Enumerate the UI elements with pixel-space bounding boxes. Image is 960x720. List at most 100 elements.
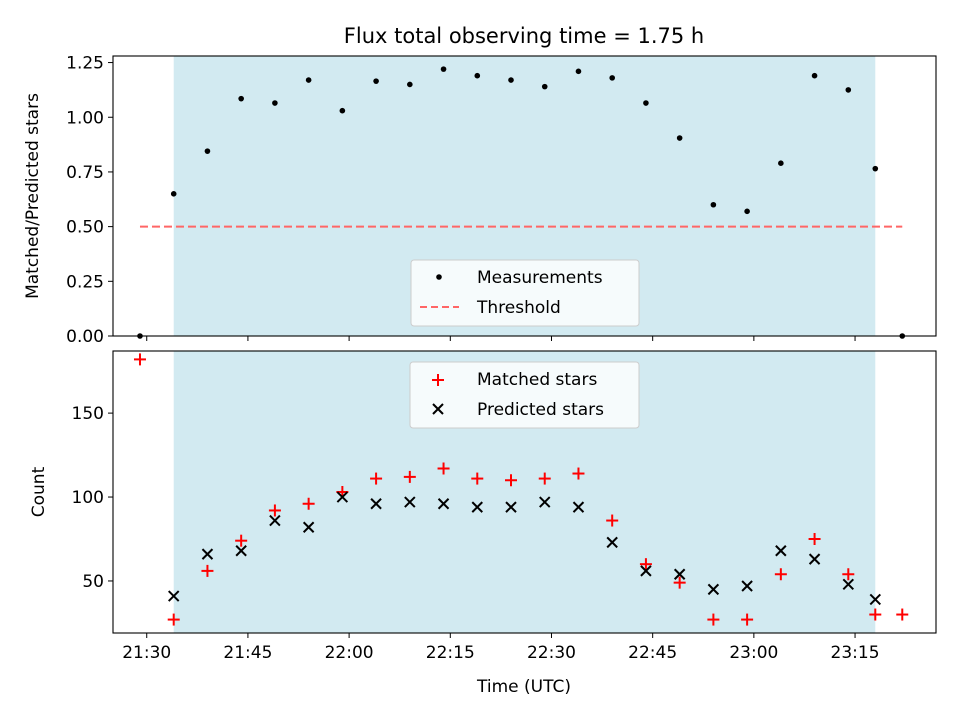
chart-title: Flux total observing time = 1.75 h [344, 24, 704, 48]
y-tick-label: 0.75 [66, 163, 104, 183]
measurement-point [575, 68, 582, 75]
measurement-point [305, 77, 312, 83]
measurement-point [744, 208, 750, 215]
measurement-point [373, 78, 379, 84]
predicted-star-point [235, 545, 247, 557]
measurement-point [440, 66, 447, 72]
matched-star-point [302, 497, 315, 510]
measurement-point [508, 77, 514, 83]
predicted-star-point [775, 545, 787, 557]
measurement-point [710, 201, 717, 208]
matched-star-point [133, 353, 146, 366]
matched-star-point [842, 568, 855, 581]
y-tick-label: 100 [72, 488, 104, 508]
measurement-point [339, 107, 346, 114]
matched-star-point [774, 568, 787, 581]
measurement-point [272, 100, 278, 106]
predicted-star-point [505, 501, 517, 513]
predicted-star-point [336, 491, 349, 503]
x-tick-label: 21:45 [223, 643, 272, 663]
measurement-point [778, 160, 784, 166]
matched-star-point [673, 576, 686, 589]
matched-star-point [167, 613, 180, 626]
measurement-point [609, 75, 615, 81]
matched-star-point [505, 474, 518, 487]
predicted-star-point [707, 583, 720, 596]
legend-measurements-label: Measurements [477, 268, 603, 288]
top-legend: Measurements Threshold [410, 259, 640, 327]
measurement-point [474, 72, 481, 79]
x-tick-label: 23:00 [729, 643, 778, 663]
predicted-star-point [370, 498, 382, 510]
bottom-panel: 50 100 150 21:30 21:45 22:00 22:15 22:30 22:45 2… [29, 350, 937, 697]
predicted-star-point [640, 565, 652, 577]
legend-measurement-marker [436, 274, 442, 280]
predicted-star-point [869, 593, 881, 606]
measurement-point [872, 165, 879, 172]
y-tick-label: 0.50 [66, 218, 104, 238]
predicted-star-point [269, 514, 281, 527]
legend-matched-marker [432, 374, 444, 386]
legend-predicted-label: Predicted stars [477, 400, 604, 420]
matched-star-point [741, 613, 754, 626]
predicted-star-point [572, 501, 585, 513]
legend-predicted-marker [432, 403, 444, 415]
matched-star-point [639, 558, 652, 571]
x-tick-label: 23:15 [831, 643, 880, 663]
matched-star-point [370, 472, 383, 485]
y-tick-label: 150 [72, 404, 104, 424]
legend-threshold-label: Threshold [476, 298, 561, 318]
predicted-star-point [808, 553, 821, 565]
x-tick-label: 22:15 [426, 643, 475, 663]
measurement-point [845, 87, 852, 93]
matched-star-point [471, 472, 484, 485]
measurement-point [676, 135, 683, 141]
matched-star-point [403, 470, 416, 483]
y-tick-label: 50 [82, 572, 104, 592]
measurement-point [643, 100, 649, 106]
predicted-star-point [539, 496, 551, 508]
matched-star-point [707, 613, 720, 626]
measurement-point [407, 81, 413, 88]
predicted-star-point [168, 590, 180, 602]
y-tick-label: 0.25 [66, 272, 104, 292]
bottom-legend: Matched stars Predicted stars [409, 361, 640, 429]
top-panel: 0.00 0.25 0.50 0.75 1.00 1.25 Matched/Predict… [23, 54, 937, 347]
predicted-star-point [741, 580, 753, 592]
top-axes-frame [112, 55, 937, 337]
x-tick-label: 21:30 [122, 643, 171, 663]
matched-star-point [235, 534, 248, 547]
predicted-star-point [404, 496, 416, 508]
matched-star-point [437, 462, 450, 475]
x-tick-label: 22:00 [325, 643, 374, 663]
matched-star-point [201, 564, 214, 577]
top-y-axis-label: Matched/Predicted stars [23, 93, 43, 299]
predicted-star-point [437, 498, 450, 510]
matched-star-point [896, 608, 909, 621]
bottom-legend-frame [409, 361, 640, 429]
measurement-point [541, 83, 548, 90]
y-tick-label: 1.25 [66, 54, 104, 74]
matched-star-point [606, 514, 619, 527]
predicted-star-point [606, 536, 618, 549]
matched-star-point [268, 504, 281, 517]
y-tick-label: 0.00 [66, 327, 104, 347]
bottom-axes-frame [112, 350, 937, 634]
matched-star-point [808, 533, 821, 545]
measurement-point [238, 95, 244, 102]
x-tick-label: 22:30 [527, 643, 576, 663]
measurement-point [811, 72, 818, 79]
matched-star-point [572, 467, 585, 480]
predicted-star-point [201, 548, 214, 560]
predicted-star-point [302, 521, 315, 533]
x-tick-label: 22:45 [628, 643, 677, 663]
y-tick-label: 1.00 [66, 108, 104, 128]
x-axis-label: Time (UTC) [476, 677, 571, 697]
predicted-star-point [842, 578, 855, 591]
measurement-point [170, 191, 177, 197]
bottom-y-axis-label: Count [29, 466, 49, 517]
legend-matched-label: Matched stars [477, 370, 597, 390]
predicted-star-point [673, 568, 686, 580]
measurement-point [204, 148, 211, 154]
